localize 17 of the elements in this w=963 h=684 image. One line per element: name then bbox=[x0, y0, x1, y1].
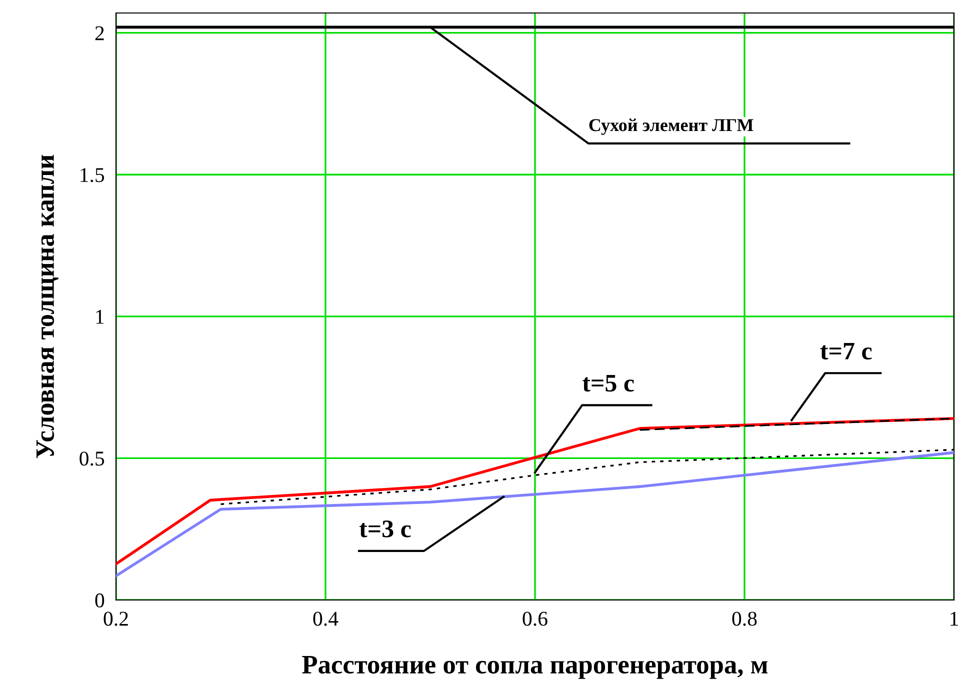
y-tick-label: 0.5 bbox=[80, 452, 104, 466]
y-tick-label: 2 bbox=[95, 26, 104, 40]
y-axis-title: Условная толщина капли bbox=[36, 154, 58, 458]
y-tick-label: 1 bbox=[96, 310, 104, 324]
y-tick-label: 0 bbox=[95, 593, 104, 608]
x-tick-label: 0.6 bbox=[522, 612, 548, 626]
annotation: Сухой элемент ЛГМ bbox=[589, 118, 754, 135]
y-tick-label: 1.5 bbox=[80, 168, 104, 182]
annotation: t=7 c bbox=[820, 342, 872, 360]
x-tick-label: 1 bbox=[950, 612, 958, 626]
annotation: t=5 c bbox=[582, 374, 634, 392]
annotation: t=3 c bbox=[359, 520, 411, 538]
x-axis-title: Расстояние от сопла парогенератора, м bbox=[302, 656, 768, 679]
x-tick-label: 0.4 bbox=[313, 612, 338, 626]
x-tick-label: 0.2 bbox=[104, 612, 128, 626]
x-tick-label: 0.8 bbox=[732, 612, 757, 626]
line-series bbox=[116, 451, 954, 578]
